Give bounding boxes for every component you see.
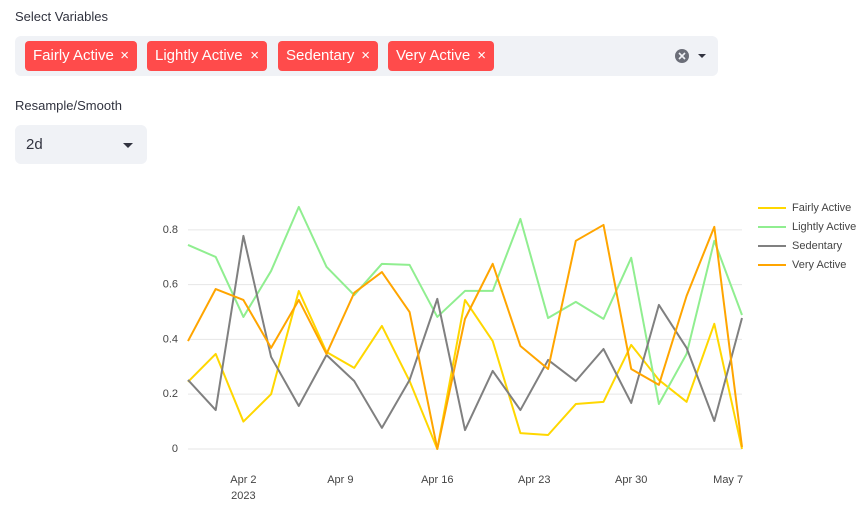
y-tick-label: 0.6 <box>163 279 178 291</box>
x-tick-label: Apr 2 <box>230 474 256 486</box>
tag-label: Fairly Active <box>33 47 114 64</box>
x-tick-label: May 7 <box>713 474 743 486</box>
y-tick-label: 0.4 <box>163 333 178 345</box>
legend-label: Lightly Active <box>792 221 856 233</box>
clear-x <box>678 52 686 60</box>
legend-label: Fairly Active <box>792 202 851 214</box>
y-tick-label: 0.8 <box>163 224 178 236</box>
tag-label: Very Active <box>396 47 471 64</box>
y-tick-label: 0 <box>172 443 178 455</box>
x-year-label: 2023 <box>231 490 255 502</box>
tag-remove[interactable]: × <box>477 47 486 64</box>
series-line <box>187 234 743 432</box>
tag-label: Lightly Active <box>155 47 243 64</box>
tag-remove[interactable]: × <box>120 47 129 64</box>
select-caret <box>123 143 133 148</box>
multiselect[interactable]: Fairly Active × Lightly Active × Sedentary × V… <box>15 36 718 76</box>
series-line <box>187 205 743 406</box>
tag[interactable]: Sedentary × <box>278 41 378 71</box>
tag-remove[interactable]: × <box>250 47 259 64</box>
caret <box>123 143 133 148</box>
x-tick-label: Apr 23 <box>518 474 550 486</box>
x-tick-label: Apr 9 <box>327 474 353 486</box>
tag[interactable]: Lightly Active × <box>147 41 267 71</box>
resample-label: Resample/Smooth <box>15 98 122 113</box>
y-tick-label: 0.2 <box>163 388 178 400</box>
legend-label: Sedentary <box>792 240 843 252</box>
legend-label: Very Active <box>792 259 846 271</box>
series-line <box>187 223 743 450</box>
series-line <box>187 289 743 450</box>
tag[interactable]: Fairly Active × <box>25 41 137 71</box>
select-label: Select Variables <box>15 9 108 24</box>
resample-select[interactable]: 2d <box>15 125 147 164</box>
x-tick-label: Apr 16 <box>421 474 453 486</box>
tag-label: Sedentary <box>286 47 355 64</box>
tag[interactable]: Very Active × <box>388 41 494 71</box>
ms-controls <box>675 49 706 63</box>
x-tick-label: Apr 30 <box>615 474 647 486</box>
dropdown-caret[interactable] <box>698 54 706 58</box>
tag-remove[interactable]: × <box>361 47 370 64</box>
resample-value: 2d <box>26 136 43 153</box>
